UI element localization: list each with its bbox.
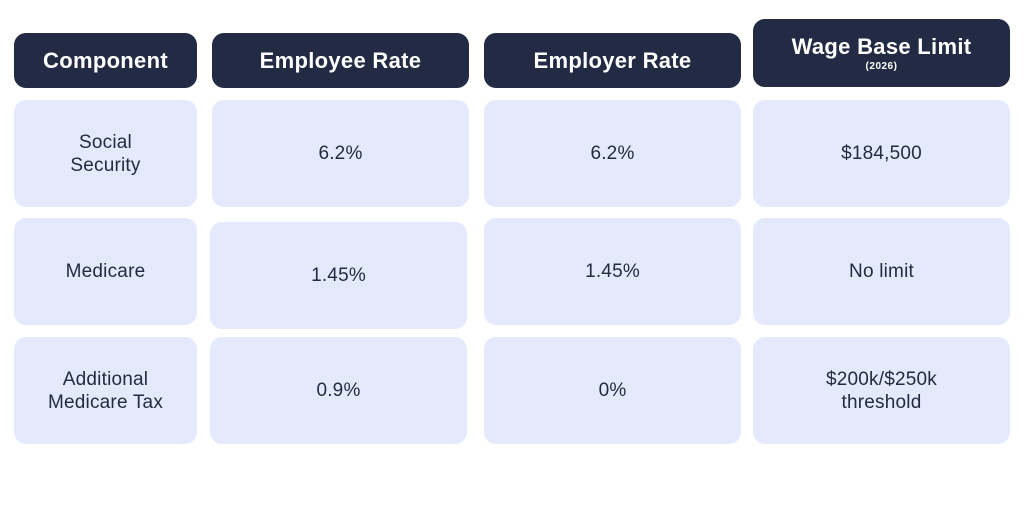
row-social-security-wage-base: $184,500 xyxy=(753,100,1010,207)
header-wage-base-limit-label: Wage Base Limit xyxy=(791,34,972,59)
header-employer-rate: Employer Rate xyxy=(484,33,741,88)
row-medicare-employee-rate: 1.45% xyxy=(210,222,467,329)
header-component-label: Component xyxy=(43,47,168,73)
row-additional-medicare-employer-rate: 0% xyxy=(484,337,741,444)
wage-base-line-1: No limit xyxy=(849,261,914,282)
component-line-2: Security xyxy=(70,154,141,176)
row-medicare-component: Medicare xyxy=(14,218,197,325)
header-employee-rate-label: Employee Rate xyxy=(259,47,422,73)
wage-base-line-1: $184,500 xyxy=(841,143,922,164)
employer-rate-value: 6.2% xyxy=(590,143,635,164)
wage-base-line-2: threshold xyxy=(841,391,922,413)
header-employee-rate: Employee Rate xyxy=(212,33,469,88)
employee-rate-value: 1.45% xyxy=(311,265,366,286)
component-line-1: Additional xyxy=(62,368,149,390)
row-medicare-wage-base: No limit xyxy=(753,218,1010,325)
header-wage-base-limit: Wage Base Limit (2026) xyxy=(753,19,1010,87)
header-wage-base-year: (2026) xyxy=(865,61,898,72)
row-social-security-employer-rate: 6.2% xyxy=(484,100,741,207)
employee-rate-value: 0.9% xyxy=(316,380,361,401)
component-line-2: Medicare Tax xyxy=(47,391,164,413)
wage-base-line-1: $200k/$250k xyxy=(825,368,937,390)
component-line-1: Social xyxy=(79,131,132,153)
row-additional-medicare-wage-base: $200k/$250k threshold xyxy=(753,337,1010,444)
header-employer-rate-label: Employer Rate xyxy=(533,47,692,73)
row-medicare-employer-rate: 1.45% xyxy=(484,218,741,325)
employee-rate-value: 6.2% xyxy=(318,143,363,164)
row-additional-medicare-component: Additional Medicare Tax xyxy=(14,337,197,444)
header-component: Component xyxy=(14,33,197,88)
row-additional-medicare-employee-rate: 0.9% xyxy=(210,337,467,444)
row-social-security-employee-rate: 6.2% xyxy=(212,100,469,207)
row-social-security-component: Social Security xyxy=(14,100,197,207)
employer-rate-value: 0% xyxy=(598,380,627,401)
component-line-1: Medicare xyxy=(65,261,146,282)
employer-rate-value: 1.45% xyxy=(585,261,640,282)
